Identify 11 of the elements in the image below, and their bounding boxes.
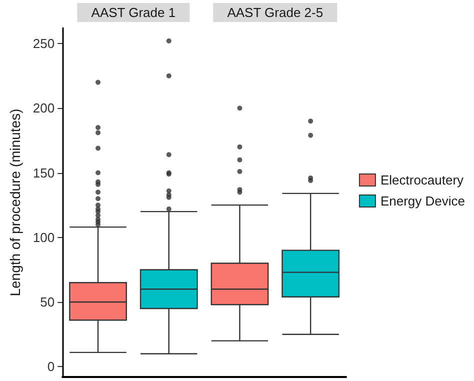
y-axis-title: Length of procedure (minutes) [7, 108, 23, 296]
y-tick-label: 250 [32, 36, 55, 52]
y-tick-label: 100 [32, 230, 55, 245]
legend-label: Electrocautery [380, 172, 464, 188]
x-tick-label: AAST Grade 2-5 [227, 5, 324, 20]
y-tick-label: 0 [47, 359, 55, 374]
y-tick-label: 150 [32, 165, 55, 180]
y-tick-label: 50 [40, 294, 55, 310]
y-tick-label: 200 [32, 100, 55, 116]
x-tick-label: AAST Grade 1 [91, 5, 176, 20]
legend-label: Energy Device [380, 194, 466, 208]
